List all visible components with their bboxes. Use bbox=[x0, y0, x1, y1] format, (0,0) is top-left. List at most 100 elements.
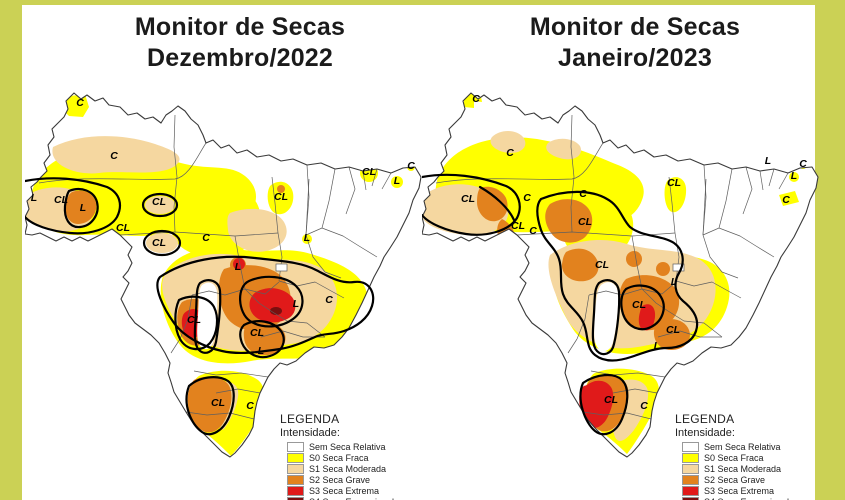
impact-label-cl: CL bbox=[152, 237, 166, 249]
legend-item: S3 Seca Extrema bbox=[682, 485, 825, 496]
legend-swatch bbox=[287, 474, 304, 485]
legend-item-label: S1 Seca Moderada bbox=[309, 463, 387, 474]
impact-label-l: L bbox=[671, 276, 677, 288]
impact-label-l: L bbox=[765, 155, 771, 167]
impact-label-c: C bbox=[579, 188, 587, 200]
legend-swatch bbox=[287, 441, 304, 452]
no-drought-corridor bbox=[594, 282, 619, 352]
legend-swatch bbox=[682, 474, 699, 485]
legend-item-label: S0 Seca Fraca bbox=[309, 452, 369, 463]
legend-swatch bbox=[682, 452, 699, 463]
impact-label-cl: CL bbox=[54, 194, 68, 206]
legend-item: S4 Seca Excepcional bbox=[287, 496, 430, 500]
impact-label-l: L bbox=[258, 345, 264, 357]
legend-item: S1 Seca Moderada bbox=[682, 463, 825, 474]
legend-item-label: S1 Seca Moderada bbox=[704, 463, 782, 474]
impact-label-cl: CL bbox=[666, 324, 680, 336]
drought-region-s1 bbox=[52, 136, 180, 174]
legend: LEGENDA Intensidade: Sem Seca Relativa S0… bbox=[280, 412, 430, 500]
drought-region-s3 bbox=[249, 288, 296, 323]
drought-layer bbox=[25, 93, 421, 457]
legend-title: LEGENDA bbox=[675, 412, 735, 426]
drought-region-s2 bbox=[477, 186, 508, 222]
drought-region-s0 bbox=[779, 191, 799, 206]
impact-label-cl: CL bbox=[116, 222, 130, 234]
impact-label-c: C bbox=[472, 93, 480, 105]
impact-label-c: C bbox=[407, 160, 415, 172]
impact-label-cl: CL bbox=[152, 196, 166, 208]
legend-swatch bbox=[287, 485, 304, 496]
impact-label-l: L bbox=[304, 232, 310, 244]
legend-item: S0 Seca Fraca bbox=[287, 452, 430, 463]
legend-intensity-heading: Intensidade: bbox=[280, 427, 340, 439]
legend: LEGENDA Intensidade: Sem Seca Relativa S0… bbox=[675, 412, 825, 500]
drought-region-s2 bbox=[619, 275, 680, 331]
impact-label-c: C bbox=[76, 97, 84, 109]
drought-layer bbox=[422, 93, 818, 457]
legend-item: Sem Seca Relativa bbox=[682, 441, 825, 452]
impact-label-cl: CL bbox=[667, 177, 681, 189]
impact-label-cl: CL bbox=[511, 220, 525, 232]
legend-item-label: S4 Seca Excepcional bbox=[704, 497, 789, 500]
drought-region-s2 bbox=[626, 251, 642, 267]
drought-region-s0 bbox=[267, 181, 294, 215]
impact-label-l: L bbox=[80, 202, 86, 214]
legend-item-label: S3 Seca Extrema bbox=[309, 485, 380, 496]
impact-label-c: C bbox=[110, 150, 118, 162]
impact-outline-layer bbox=[25, 177, 375, 436]
drought-region-s1 bbox=[227, 208, 287, 252]
impact-label-l: L bbox=[235, 261, 241, 273]
impact-label-c: C bbox=[202, 232, 210, 244]
legend-item-label: Sem Seca Relativa bbox=[309, 441, 386, 452]
legend-item-label: S2 Seca Grave bbox=[309, 474, 371, 485]
legend-item-label: S3 Seca Extrema bbox=[704, 485, 775, 496]
drought-region-s1 bbox=[146, 233, 178, 253]
legend-swatch bbox=[682, 441, 699, 452]
drought-region-s2 bbox=[187, 376, 232, 433]
drought-region-s0 bbox=[391, 176, 403, 188]
legend-item: S1 Seca Moderada bbox=[287, 463, 430, 474]
impact-label-cl: CL bbox=[461, 193, 475, 205]
drought-region-s3 bbox=[579, 380, 614, 429]
impact-label-l: L bbox=[791, 170, 797, 182]
impact-outline-layer bbox=[422, 173, 699, 436]
drought-region-s0 bbox=[60, 94, 89, 117]
impact-label-c: C bbox=[506, 147, 514, 159]
legend-item: S3 Seca Extrema bbox=[287, 485, 430, 496]
impact-label-cl: CL bbox=[595, 259, 609, 271]
legend-swatch bbox=[682, 485, 699, 496]
impact-label-c: C bbox=[529, 225, 537, 237]
drought-region-s1 bbox=[145, 196, 175, 214]
drought-region-s2 bbox=[277, 185, 285, 193]
legend-swatch bbox=[287, 463, 304, 474]
distrito-federal-marker bbox=[672, 263, 685, 272]
legend-items: Sem Seca Relativa S0 Seca Fraca S1 Seca Mo… bbox=[280, 441, 430, 500]
legend-swatch bbox=[682, 496, 699, 500]
drought-region-s2 bbox=[65, 190, 97, 224]
impact-label-cl: CL bbox=[187, 314, 201, 326]
impact-label-cl: CL bbox=[211, 397, 225, 409]
drought-region-s1 bbox=[546, 138, 582, 160]
map-title-line1: Monitor de Secas bbox=[134, 13, 346, 41]
impact-label-cl: CL bbox=[578, 216, 592, 228]
legend-swatch bbox=[287, 452, 304, 463]
impact-label-l: L bbox=[394, 175, 400, 187]
legend-item: S2 Seca Grave bbox=[682, 474, 825, 485]
drought-region-s3 bbox=[233, 258, 245, 270]
impact-label-cl: CL bbox=[250, 327, 264, 339]
impact-label-c: C bbox=[782, 194, 790, 206]
impact-label-cl: CL bbox=[604, 394, 618, 406]
drought-region-s2 bbox=[653, 319, 690, 350]
drought-region-s2 bbox=[656, 262, 670, 276]
impact-label-cl: CL bbox=[632, 299, 646, 311]
impact-label-c: C bbox=[523, 192, 531, 204]
legend-item: S0 Seca Fraca bbox=[682, 452, 825, 463]
map-title-line1: Monitor de Secas bbox=[529, 13, 741, 41]
legend-items: Sem Seca Relativa S0 Seca Fraca S1 Seca Mo… bbox=[675, 441, 825, 500]
no-drought-corridor bbox=[197, 282, 218, 350]
legend-swatch bbox=[287, 496, 304, 500]
impact-label-cl: CL bbox=[362, 166, 376, 178]
